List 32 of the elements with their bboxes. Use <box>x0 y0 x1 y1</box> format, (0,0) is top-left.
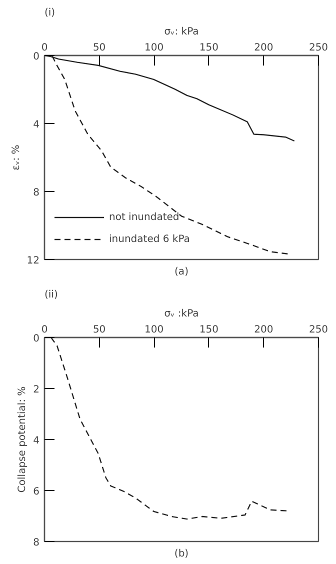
y-tick-label: 8 <box>33 188 40 198</box>
y-axis-title: Collapse potential: % <box>17 386 28 493</box>
y-tick-label: 0 <box>33 334 40 344</box>
x-tick-label: 150 <box>199 42 218 54</box>
x-tick-label: 200 <box>254 42 274 54</box>
x-tick-label: 0 <box>41 324 48 336</box>
x-axis-title: σᵥ :kPa <box>164 308 199 320</box>
x-tick-label: 250 <box>308 324 328 336</box>
legend-label: not inundated <box>109 212 180 222</box>
x-axis-title: σᵥ: kPa <box>164 26 199 38</box>
line-series <box>50 338 288 520</box>
legend-label: inundated 6 kPa <box>109 234 190 244</box>
x-tick-label: 0 <box>41 42 48 54</box>
y-tick-label: 4 <box>33 436 40 446</box>
x-tick-label: 200 <box>254 324 274 336</box>
y-tick-label: 8 <box>33 538 40 548</box>
text: (b) <box>174 548 189 560</box>
x-tick-label: 250 <box>308 42 328 54</box>
text: (a) <box>174 266 189 278</box>
y-tick-label: 4 <box>33 120 40 130</box>
chart-title: (i) <box>44 8 56 18</box>
x-tick-label: 50 <box>92 42 106 54</box>
y-tick-label: 0 <box>33 52 40 62</box>
x-tick-label: 150 <box>199 324 218 336</box>
y-tick-label: 6 <box>33 486 40 498</box>
y-axis-title: εᵥ: % <box>10 144 22 170</box>
x-tick-label: 100 <box>144 42 164 54</box>
y-tick-label: 2 <box>33 384 40 396</box>
x-tick-label: 100 <box>144 324 164 336</box>
y-tick-label: 12 <box>26 256 40 266</box>
chart-title: (ii) <box>44 290 58 300</box>
x-tick-label: 50 <box>92 324 106 336</box>
